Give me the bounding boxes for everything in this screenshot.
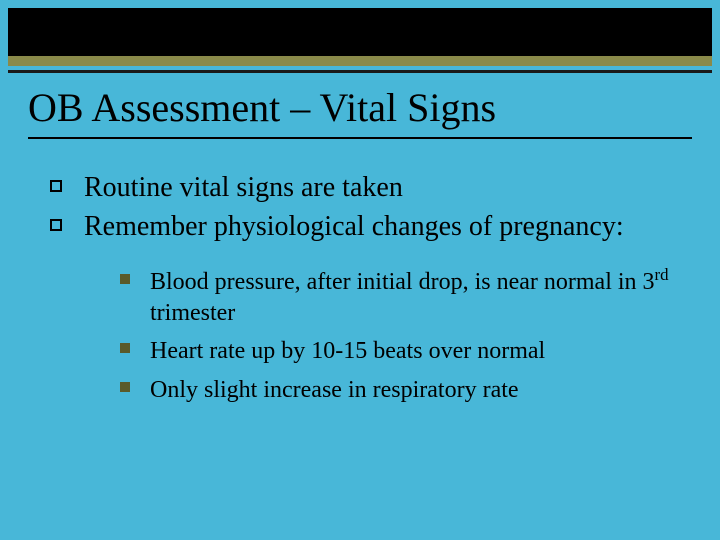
square-filled-bullet-icon [120, 382, 130, 392]
sub-list-item-text: Only slight increase in respiratory rate [150, 372, 519, 406]
text-before: Only slight increase in respiratory rate [150, 377, 519, 403]
square-filled-bullet-icon [120, 343, 130, 353]
list-item: Routine vital signs are taken [50, 170, 680, 205]
square-filled-bullet-icon [120, 274, 130, 284]
thin-dark-line [8, 70, 712, 73]
list-item-text: Routine vital signs are taken [84, 170, 403, 205]
ordinal-superscript: rd [655, 265, 669, 284]
content-area: Routine vital signs are taken Remember p… [50, 170, 680, 410]
title-underline [28, 137, 692, 139]
text-before: Heart rate up by 10-15 beats over normal [150, 338, 545, 364]
sub-list-item-text: Blood pressure, after initial drop, is n… [150, 264, 680, 329]
sub-list-item: Heart rate up by 10-15 beats over normal [120, 333, 680, 367]
sub-list: Blood pressure, after initial drop, is n… [120, 264, 680, 406]
title-block: OB Assessment – Vital Signs [28, 84, 692, 139]
slide-title: OB Assessment – Vital Signs [28, 84, 692, 137]
olive-accent-band [8, 56, 712, 66]
square-outline-bullet-icon [50, 180, 62, 192]
sub-list-item-text: Heart rate up by 10-15 beats over normal [150, 333, 545, 367]
list-item-text: Remember physiological changes of pregna… [84, 209, 624, 244]
text-after: trimester [150, 300, 235, 326]
square-outline-bullet-icon [50, 219, 62, 231]
list-item: Remember physiological changes of pregna… [50, 209, 680, 244]
sub-list-item: Blood pressure, after initial drop, is n… [120, 264, 680, 329]
sub-list-item: Only slight increase in respiratory rate [120, 372, 680, 406]
text-before: Blood pressure, after initial drop, is n… [150, 269, 655, 295]
